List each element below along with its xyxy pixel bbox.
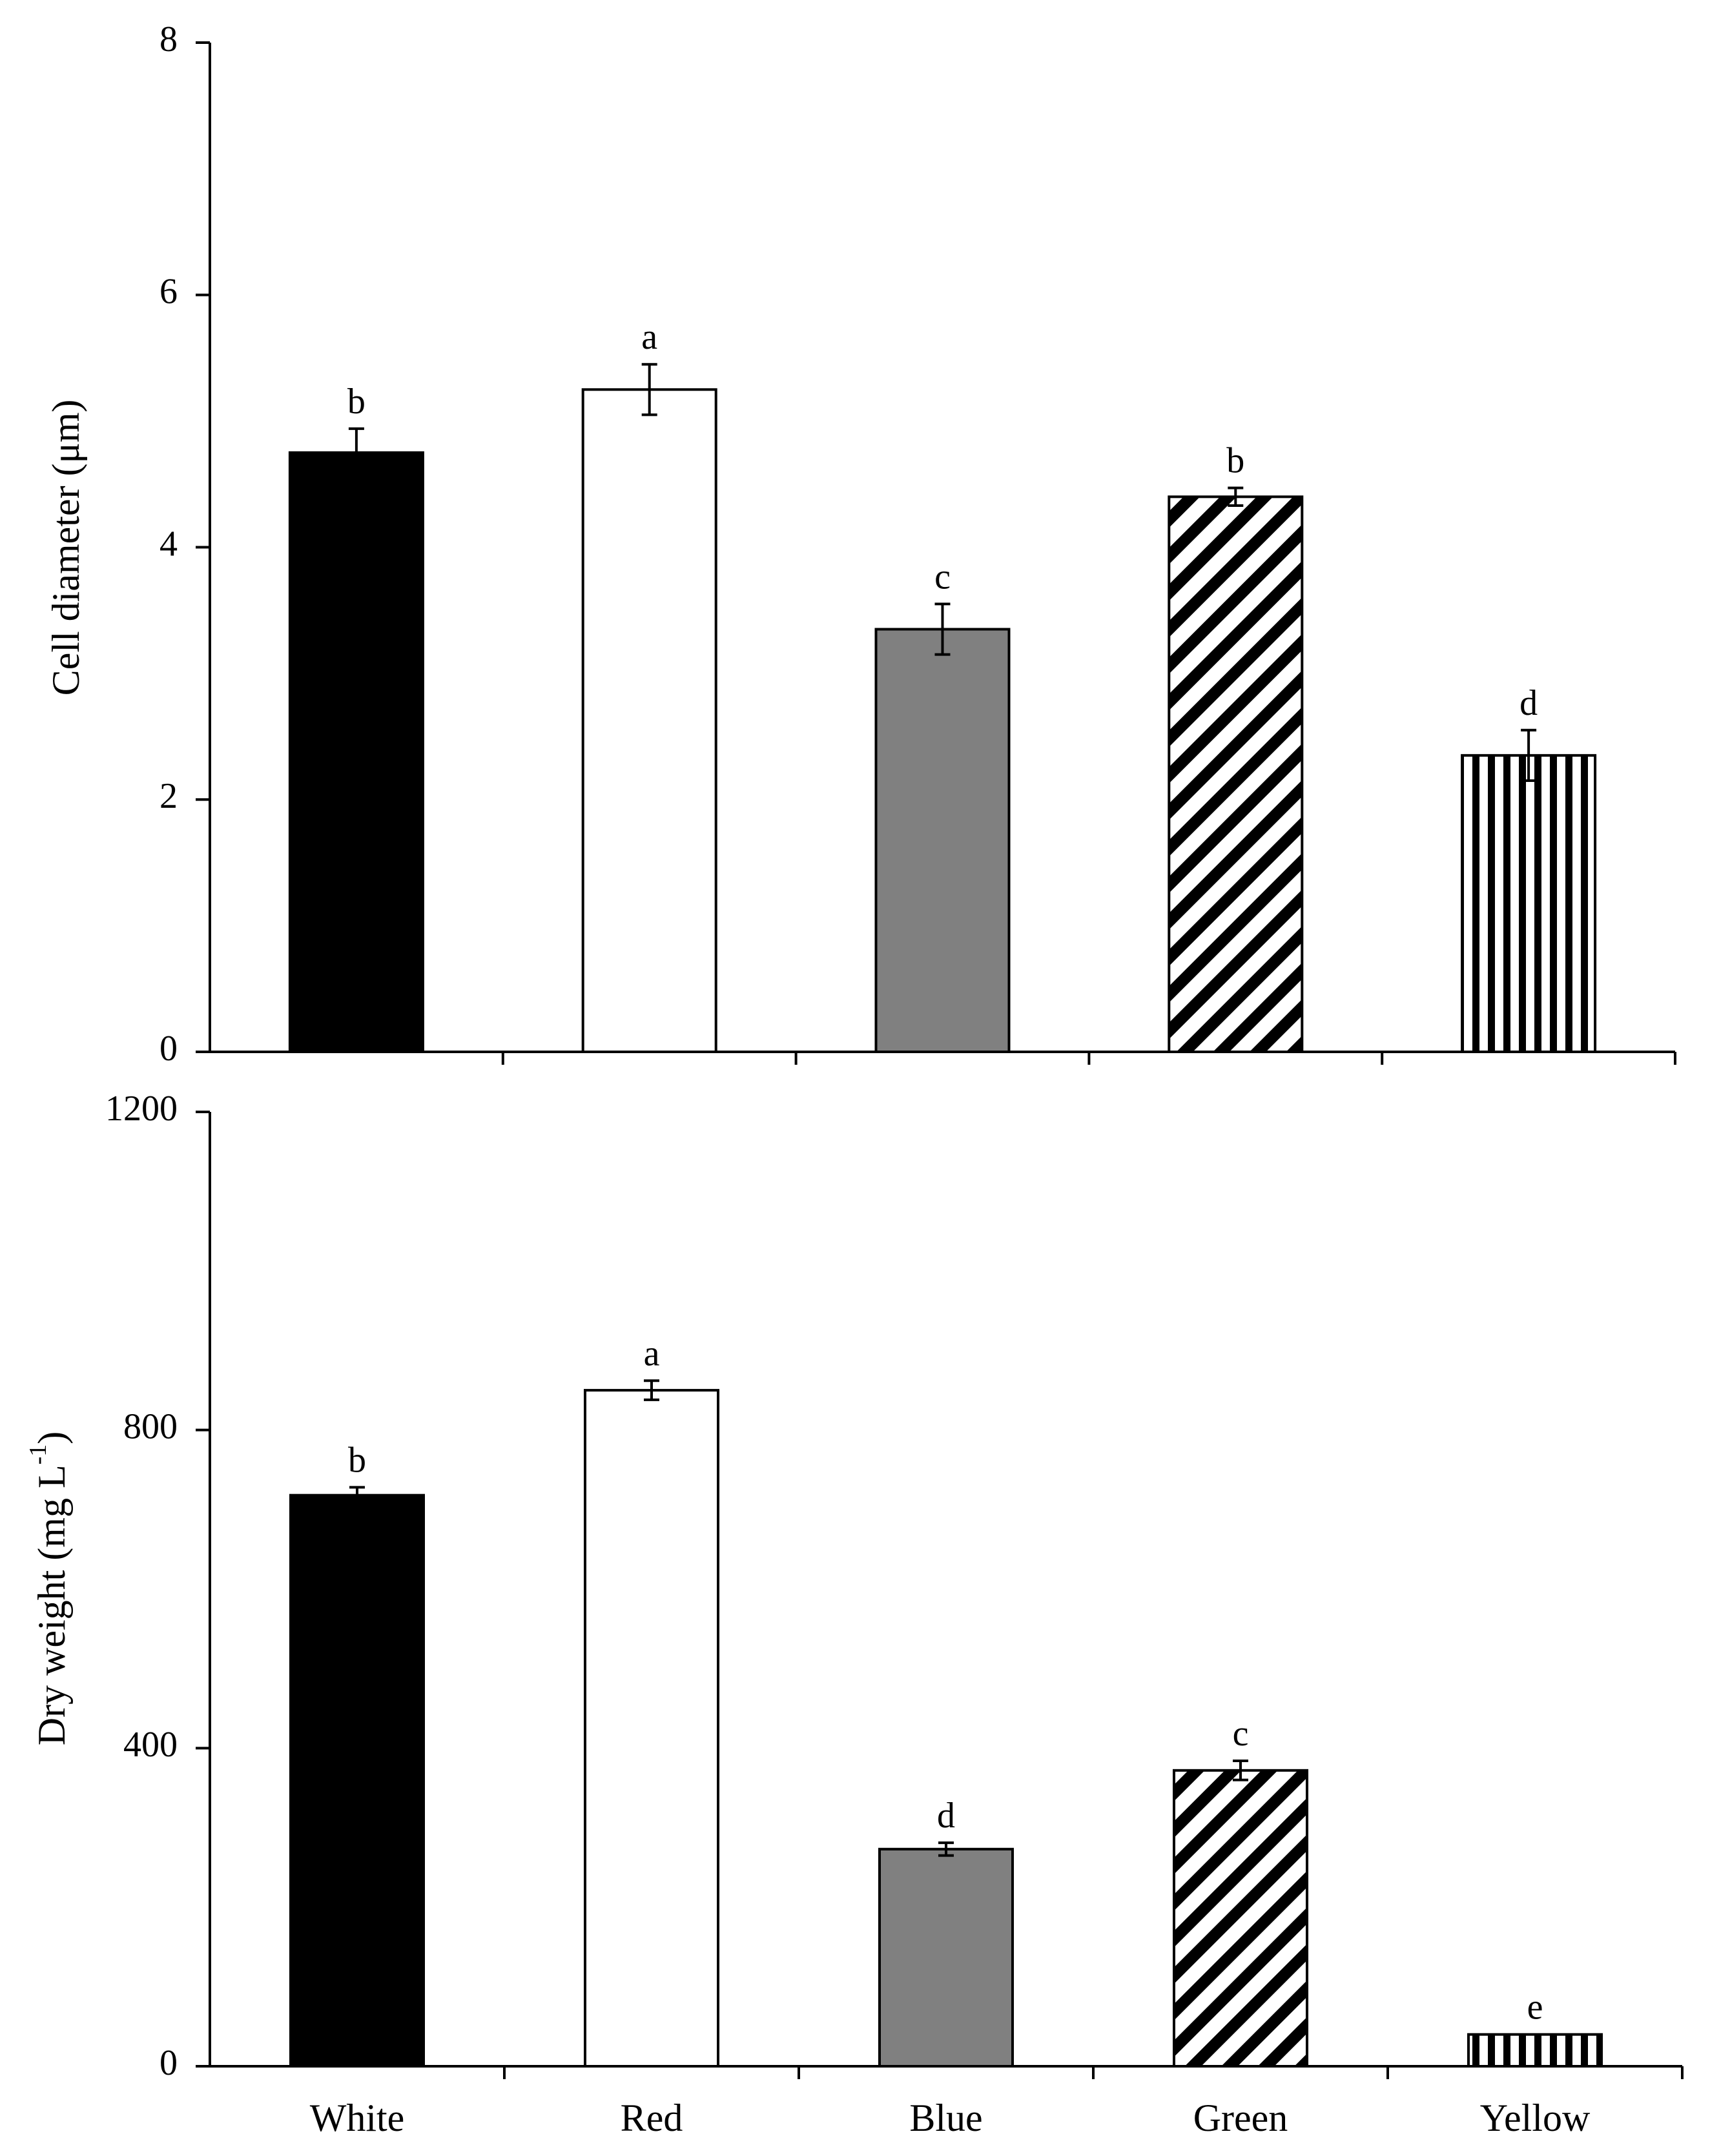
error-bar xyxy=(1228,486,1244,508)
error-bar xyxy=(934,602,951,656)
significance-label: c xyxy=(1233,1714,1249,1754)
bar-white xyxy=(289,1494,425,2068)
error-bar xyxy=(348,427,364,478)
y-tick-label: 1200 xyxy=(105,1089,178,1129)
bar-blue xyxy=(874,628,1011,1053)
y-tick-label: 0 xyxy=(160,2043,178,2083)
bar-yellow xyxy=(1467,2033,1603,2068)
significance-label: b xyxy=(348,1440,366,1480)
bar-white xyxy=(288,451,424,1053)
significance-label: d xyxy=(1519,683,1538,723)
x-category-label: White xyxy=(310,2097,405,2139)
dry-weight-chart: Dry weight (mg L-1) 0 400 800 1200 b a d c e Wh… xyxy=(25,1089,1684,2139)
bar-red xyxy=(584,1389,719,2068)
y-tick-label: 6 xyxy=(160,272,178,312)
error-bar xyxy=(1233,1760,1248,1781)
bar-yellow xyxy=(1461,754,1597,1054)
y-tick-label: 400 xyxy=(123,1725,178,1765)
x-category-label: Green xyxy=(1193,2097,1288,2139)
y-axis-title: Dry weight (mg L-1) xyxy=(25,1432,73,1746)
error-bar xyxy=(938,1841,954,1857)
y-tick-label: 0 xyxy=(160,1029,178,1069)
significance-label: c xyxy=(934,557,951,597)
x-category-label: Red xyxy=(621,2097,683,2139)
error-bar xyxy=(641,363,657,416)
error-bar xyxy=(1521,728,1537,782)
significance-label: a xyxy=(644,1333,660,1373)
significance-label: a xyxy=(641,317,657,357)
error-bar xyxy=(644,1379,659,1401)
bar-blue xyxy=(878,1847,1014,2068)
significance-label: b xyxy=(1226,441,1244,481)
y-tick-label: 800 xyxy=(123,1407,178,1447)
error-bar xyxy=(349,1486,365,1504)
bar-green xyxy=(1168,495,1304,1053)
significance-label: e xyxy=(1527,1987,1543,2028)
y-tick-label: 8 xyxy=(160,19,178,59)
cell-diameter-chart: Cell diameter (μm) 0 2 4 6 8 b a c b d xyxy=(45,19,1676,1069)
x-category-label: Blue xyxy=(909,2097,982,2139)
significance-label: b xyxy=(347,382,366,422)
y-tick-label: 2 xyxy=(160,776,178,816)
y-tick-label: 4 xyxy=(160,524,178,564)
x-category-label: Yellow xyxy=(1480,2097,1591,2139)
bar-green xyxy=(1173,1769,1308,2068)
significance-label: d xyxy=(937,1796,955,1836)
bar-red xyxy=(581,388,717,1053)
y-axis-title: Cell diameter (μm) xyxy=(45,400,87,696)
